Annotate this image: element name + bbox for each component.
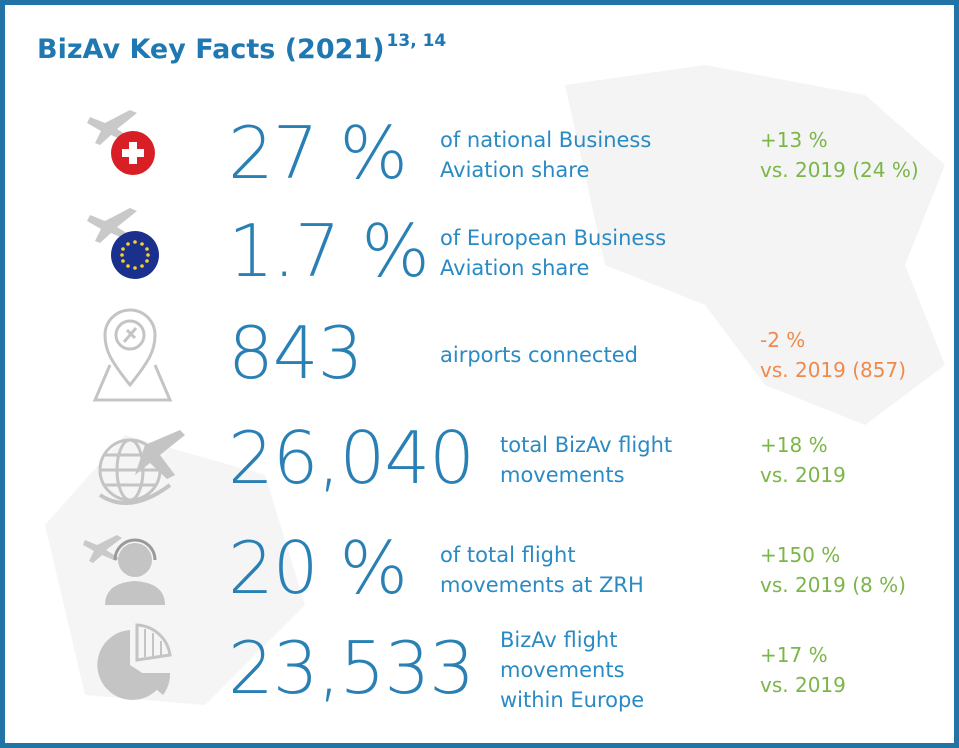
change: +13 % bbox=[760, 128, 828, 152]
fact-value: 1.7 % bbox=[228, 209, 430, 293]
fact-value: 20 % bbox=[228, 526, 408, 610]
footnote-ref: 13, 14 bbox=[386, 31, 447, 51]
controller-icon bbox=[83, 535, 165, 605]
comparison: vs. 2019 (857) bbox=[760, 358, 907, 382]
fact-description: movements bbox=[500, 658, 625, 682]
icons bbox=[45, 65, 945, 705]
comparison: vs. 2019 (24 %) bbox=[760, 158, 919, 182]
pie-icon bbox=[97, 623, 172, 700]
fact-description: of national Business bbox=[440, 128, 652, 152]
fact-value: 27 % bbox=[228, 111, 408, 195]
fact-description: movements bbox=[500, 463, 625, 487]
fact-value: 23,533 bbox=[228, 626, 475, 710]
fact-description: total BizAv flight bbox=[500, 433, 673, 457]
change: -2 % bbox=[760, 328, 806, 352]
eu-icon bbox=[87, 208, 159, 279]
fact-value: 843 bbox=[228, 311, 363, 395]
globe-icon bbox=[98, 430, 185, 505]
fact-description: BizAv flight bbox=[500, 628, 618, 652]
airport-icon bbox=[92, 308, 173, 402]
fact-description: within Europe bbox=[500, 688, 645, 712]
fact-description: of European Business bbox=[440, 226, 667, 250]
title: BizAv Key Facts (2021) 13, 14 bbox=[37, 31, 446, 65]
fact-value: 26,040 bbox=[228, 416, 475, 500]
change: +18 % bbox=[760, 433, 828, 457]
comparison: vs. 2019 (8 %) bbox=[760, 573, 906, 597]
fact-description: movements at ZRH bbox=[440, 573, 644, 597]
fact-description: airports connected bbox=[440, 343, 638, 367]
map-background bbox=[45, 65, 945, 705]
change: +17 % bbox=[760, 643, 828, 667]
swiss-icon bbox=[87, 110, 155, 175]
comparison: vs. 2019 bbox=[760, 673, 846, 697]
comparison: vs. 2019 bbox=[760, 463, 846, 487]
fact-description: Aviation share bbox=[440, 256, 590, 280]
fact-description: of total flight bbox=[440, 543, 576, 567]
title-text: BizAv Key Facts (2021) bbox=[37, 34, 385, 65]
fact-description: Aviation share bbox=[440, 158, 590, 182]
change: +150 % bbox=[760, 543, 841, 567]
